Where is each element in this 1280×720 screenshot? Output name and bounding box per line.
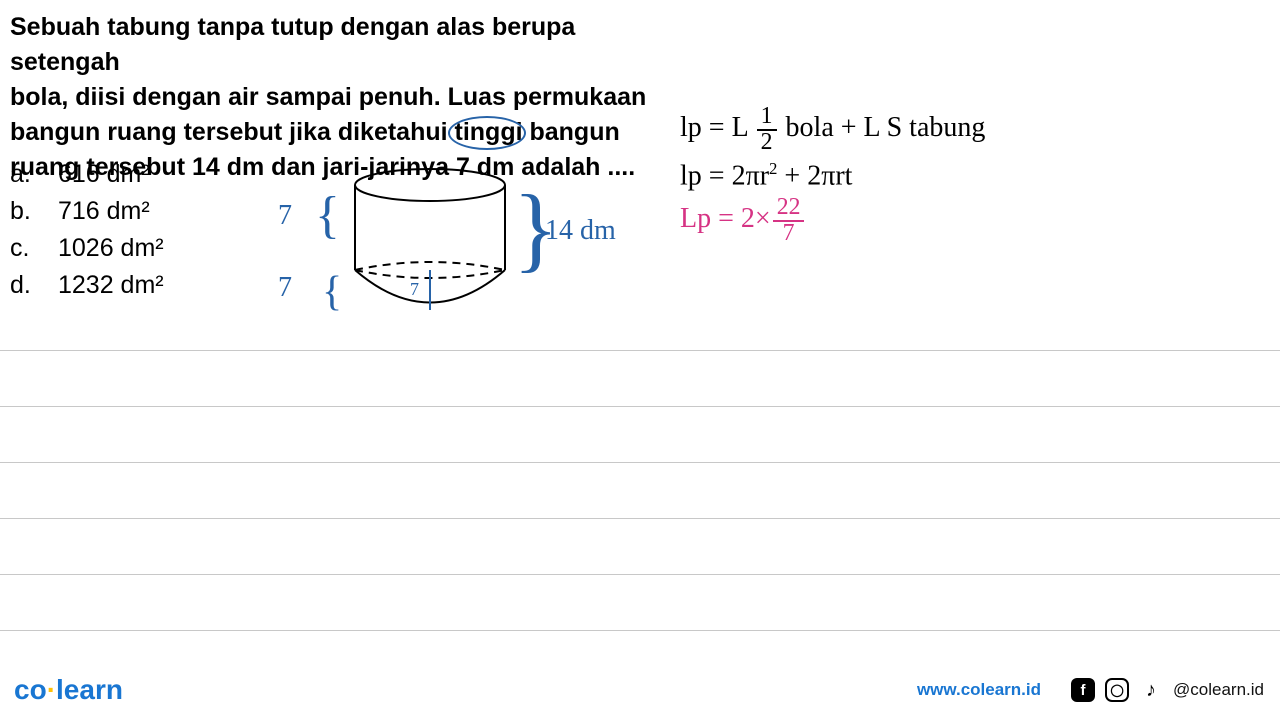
footer-right: www.colearn.id f ◯ ♪ @colearn.id — [917, 678, 1264, 702]
ruled-line — [0, 462, 1280, 518]
ruled-line — [0, 406, 1280, 462]
answer-letter: b. — [10, 197, 58, 226]
svg-text:7: 7 — [410, 279, 419, 299]
answer-text: 1026 dm² — [58, 234, 164, 263]
svg-text:{: { — [322, 269, 342, 315]
footer-url: www.colearn.id — [917, 680, 1041, 700]
sketch-diagram: 7 { { } 7 7 14 dm — [260, 160, 600, 340]
hw-line-3: Lp = 2×227 — [680, 196, 1260, 246]
answer-text: 616 dm² — [58, 160, 150, 189]
instagram-icon: ◯ — [1105, 678, 1129, 702]
answer-letter: a. — [10, 160, 58, 189]
answer-letter: c. — [10, 234, 58, 263]
answer-list: a. 616 dm² b. 716 dm² c. 1026 dm² d. 123… — [10, 160, 164, 308]
question-line: bangun ruang tersebut jika diketahui tin… — [10, 115, 650, 150]
hw-line-2: lp = 2πr2 + 2πrt — [680, 159, 1260, 192]
ruled-line — [0, 350, 1280, 406]
sketch-label-14: 14 dm — [545, 215, 616, 247]
sketch-label-7-top: 7 — [278, 200, 292, 232]
circle-annotation — [448, 116, 526, 150]
facebook-icon: f — [1071, 678, 1095, 702]
answer-option-c: c. 1026 dm² — [10, 234, 164, 263]
hw-line-1: lp = L 12 bola + L S tabung — [680, 105, 1260, 155]
answer-text: 716 dm² — [58, 197, 150, 226]
handwritten-work: lp = L 12 bola + L S tabung lp = 2πr2 + … — [680, 105, 1260, 250]
sketch-label-7-bottom: 7 — [278, 272, 292, 304]
svg-text:{: { — [315, 187, 340, 244]
answer-letter: d. — [10, 271, 58, 300]
logo-pre: co — [14, 674, 47, 705]
answer-option-b: b. 716 dm² — [10, 197, 164, 226]
question-text: Sebuah tabung tanpa tutup dengan alas be… — [10, 10, 650, 185]
question-line: bola, diisi dengan air sampai penuh. Lua… — [10, 80, 650, 115]
logo: co·learn — [14, 674, 123, 706]
answer-text: 1232 dm² — [58, 271, 164, 300]
footer: co·learn www.colearn.id f ◯ ♪ @colearn.i… — [0, 666, 1280, 706]
logo-dot: · — [47, 674, 56, 705]
answer-option-d: d. 1232 dm² — [10, 271, 164, 300]
ruled-lines — [0, 350, 1280, 686]
logo-post: learn — [56, 674, 123, 705]
ruled-line — [0, 518, 1280, 574]
answer-option-a: a. 616 dm² — [10, 160, 164, 189]
tiktok-icon: ♪ — [1139, 678, 1163, 702]
question-line: Sebuah tabung tanpa tutup dengan alas be… — [10, 10, 650, 80]
footer-handle: @colearn.id — [1173, 680, 1264, 700]
ruled-line — [0, 574, 1280, 630]
